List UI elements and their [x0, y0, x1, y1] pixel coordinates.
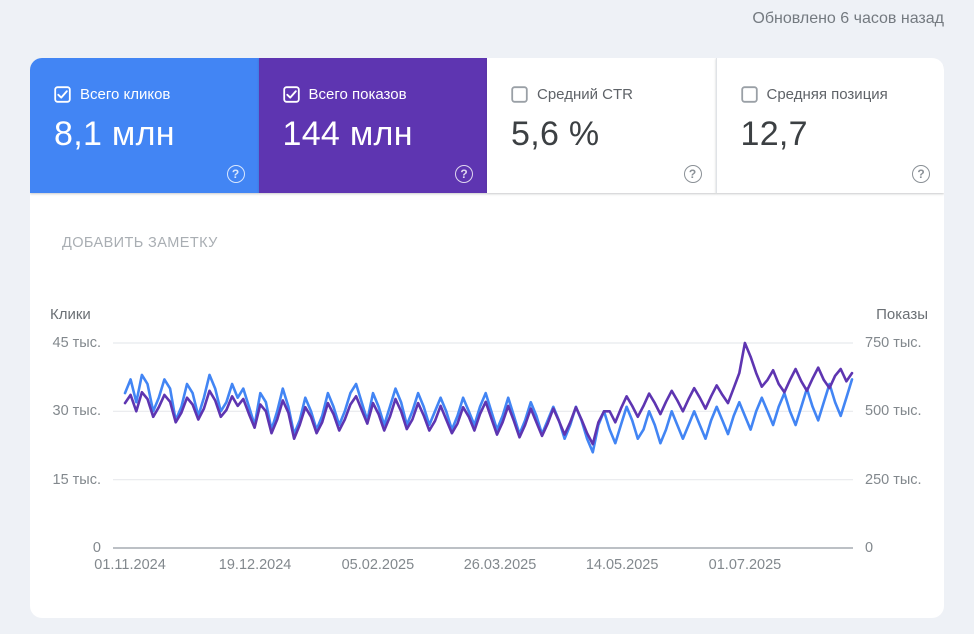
metric-value: 5,6 % [511, 115, 600, 153]
help-icon[interactable] [455, 165, 473, 183]
x-tick-date: 01.11.2024 [94, 557, 166, 573]
metric-value: 12,7 [740, 115, 808, 153]
metric-value: 144 млн [282, 115, 413, 153]
chart-plot-area[interactable] [113, 331, 854, 549]
metric-card-total-clicks[interactable]: Всего кликов 8,1 млн [30, 58, 259, 193]
add-note-button[interactable]: ДОБАВИТЬ ЗАМЕТКУ [62, 235, 218, 251]
metric-label: Всего кликов [80, 86, 171, 103]
y-tick-right: 0 [865, 540, 874, 556]
y-tick-right: 250 тыс. [865, 471, 922, 488]
checkbox-unchecked-icon[interactable] [511, 86, 528, 103]
performance-panel: Всего кликов 8,1 млн Всего показов 144 м… [30, 58, 944, 618]
y-tick-right: 750 тыс. [865, 335, 922, 351]
y-axis-right-labels: 750 тыс. 500 тыс. 250 тыс. 0 [853, 331, 944, 556]
metric-card-average-position[interactable]: Средняя позиция 12,7 [715, 58, 944, 193]
y-tick-left: 45 тыс. [52, 335, 102, 351]
help-icon[interactable] [912, 165, 930, 183]
checkbox-checked-icon[interactable] [54, 86, 71, 103]
metric-card-average-ctr[interactable]: Средний CTR 5,6 % [487, 58, 716, 193]
metric-cards-row: Всего кликов 8,1 млн Всего показов 144 м… [30, 58, 944, 193]
y-tick-right: 500 тыс. [865, 403, 922, 420]
right-axis-title: Показы [876, 306, 928, 323]
performance-chart: Клики Показы 45 тыс. 30 тыс. 15 тыс. 0 750 … [30, 306, 944, 579]
series-line-impressions[interactable] [123, 341, 854, 446]
help-icon[interactable] [683, 165, 702, 183]
x-tick-date: 26.03.2025 [463, 557, 537, 573]
y-axis-left-labels: 45 тыс. 30 тыс. 15 тыс. 0 [30, 331, 113, 556]
x-tick-date: 14.05.2025 [585, 557, 659, 573]
metric-label: Средний CTR [537, 86, 633, 103]
x-tick-date: 05.02.2025 [341, 557, 415, 573]
last-updated-text: Обновлено 6 часов назад [752, 10, 944, 27]
x-tick-date: 01.07.2025 [708, 557, 782, 573]
metric-card-total-impressions[interactable]: Всего показов 144 млн [258, 58, 487, 193]
y-tick-left: 30 тыс. [52, 403, 102, 420]
metric-value: 8,1 млн [54, 115, 175, 153]
checkbox-unchecked-icon[interactable] [740, 86, 758, 103]
help-icon[interactable] [226, 165, 245, 183]
y-tick-left: 0 [92, 540, 101, 556]
x-axis-labels: 01.11.2024 19.12.2024 05.02.2025 26.03.2025… [94, 549, 853, 579]
metric-label: Всего показов [308, 86, 407, 103]
left-axis-title: Клики [50, 306, 91, 323]
metric-label: Средняя позиция [766, 86, 888, 103]
series-line-clicks[interactable] [123, 373, 854, 454]
x-tick-date: 19.12.2024 [218, 557, 292, 573]
y-tick-left: 15 тыс. [52, 471, 102, 488]
checkbox-checked-icon[interactable] [282, 86, 300, 103]
